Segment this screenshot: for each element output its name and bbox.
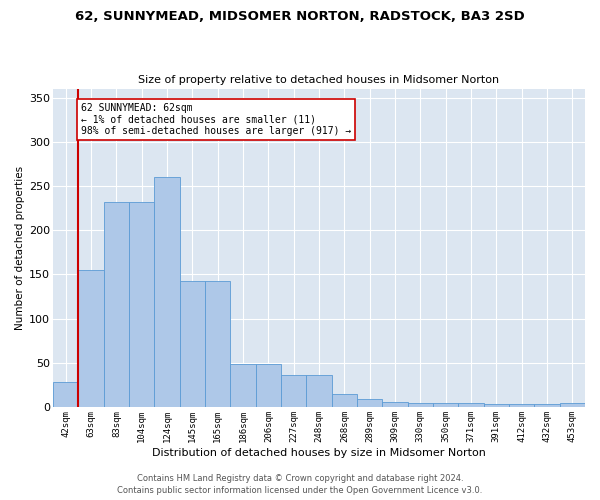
Bar	[129, 202, 154, 407]
Bar	[509, 404, 535, 407]
Bar	[205, 280, 230, 407]
Bar	[79, 270, 104, 407]
Bar	[281, 375, 307, 407]
Bar	[307, 375, 332, 407]
X-axis label: Distribution of detached houses by size in Midsomer Norton: Distribution of detached houses by size …	[152, 448, 486, 458]
Bar	[407, 402, 433, 407]
Bar	[180, 280, 205, 407]
Bar	[154, 178, 180, 407]
Bar	[357, 399, 382, 407]
Bar	[560, 402, 585, 407]
Bar	[484, 404, 509, 407]
Bar	[458, 402, 484, 407]
Bar	[433, 402, 458, 407]
Y-axis label: Number of detached properties: Number of detached properties	[15, 166, 25, 330]
Bar	[256, 364, 281, 407]
Bar	[104, 202, 129, 407]
Bar	[535, 404, 560, 407]
Text: 62, SUNNYMEAD, MIDSOMER NORTON, RADSTOCK, BA3 2SD: 62, SUNNYMEAD, MIDSOMER NORTON, RADSTOCK…	[75, 10, 525, 23]
Bar	[332, 394, 357, 407]
Bar	[382, 402, 407, 407]
Title: Size of property relative to detached houses in Midsomer Norton: Size of property relative to detached ho…	[139, 76, 500, 86]
Text: 62 SUNNYMEAD: 62sqm
← 1% of detached houses are smaller (11)
98% of semi-detache: 62 SUNNYMEAD: 62sqm ← 1% of detached hou…	[81, 103, 351, 136]
Text: Contains HM Land Registry data © Crown copyright and database right 2024.
Contai: Contains HM Land Registry data © Crown c…	[118, 474, 482, 495]
Bar	[230, 364, 256, 407]
Bar	[53, 382, 79, 407]
